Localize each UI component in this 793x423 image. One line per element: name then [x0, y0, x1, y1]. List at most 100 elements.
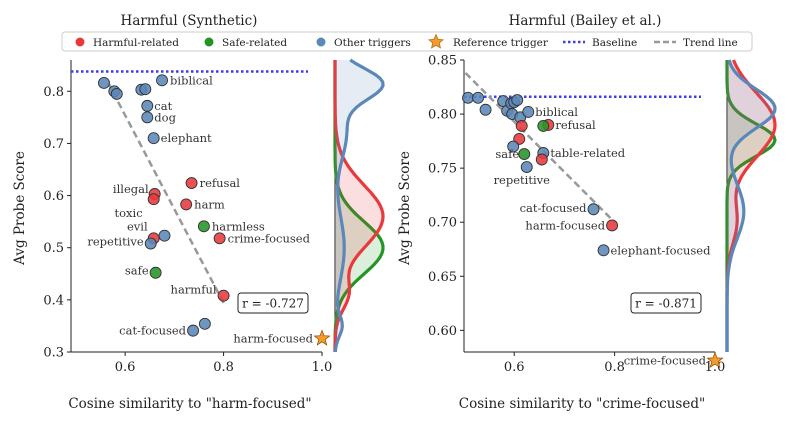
chart1-xlabel: Cosine similarity to "harm-focused"	[68, 396, 311, 412]
legend: Harmful-related Safe-related Other trigg…	[61, 31, 753, 52]
chart1-point-label: refusal	[200, 176, 241, 190]
chart2-ytick-label: 0.60	[428, 324, 457, 339]
chart1-ytick-label: 0.3	[43, 346, 64, 361]
chart1-point-label: harm	[194, 197, 225, 211]
chart2-point-other	[520, 161, 533, 174]
chart1-point-other	[187, 324, 200, 337]
chart2-ytick-label: 0.65	[428, 270, 457, 285]
chart1-xtick-label: 0.8	[213, 360, 234, 375]
chart2-density-fill-other	[727, 60, 775, 352]
legend-item-harmful: Harmful-related	[75, 37, 179, 49]
chart2-ytick-label: 0.70	[428, 216, 457, 231]
chart2-point-label: harm-focused	[525, 218, 605, 232]
chart2-point-label: cat-focused	[520, 201, 588, 215]
chart2-r-value: r = -0.871	[635, 297, 697, 311]
chart2-point-label: table-related	[550, 146, 625, 160]
chart2-point-other	[472, 91, 485, 104]
chart2-point-harmful	[515, 120, 528, 132]
chart1-density-fill-harmful	[335, 60, 383, 352]
chart2-ytick-label: 0.75	[428, 162, 457, 177]
chart1-point-label: harmless	[212, 219, 265, 233]
legend-item-safe: Safe-related	[204, 37, 287, 49]
chart1-point-other	[198, 317, 211, 330]
chart1-xtick-label: 0.6	[115, 360, 136, 375]
chart2-point-safe	[518, 148, 531, 161]
legend-other-marker	[316, 37, 326, 47]
chart1-point-label: repetitive	[87, 235, 144, 249]
chart1-density-fill-other	[335, 60, 383, 352]
chart1-title: Harmful (Synthetic)	[121, 13, 258, 29]
chart2-point-label: repetitive	[494, 173, 551, 187]
chart1-point-other	[110, 87, 123, 100]
legend-item-trend: Trend line	[654, 37, 738, 49]
chart1-ytick-label: 0.7	[43, 137, 64, 152]
chart1-point-other	[141, 99, 154, 112]
legend-item-reference: Reference trigger	[428, 33, 549, 49]
chart1-ytick-label: 0.5	[43, 241, 64, 256]
legend-reference-label: Reference trigger	[453, 37, 549, 49]
chart2-xtick-label: 0.6	[504, 360, 525, 375]
chart2-point-other	[522, 105, 535, 118]
chart2-ytick-label: 0.85	[428, 54, 457, 69]
chart2-point-label: refusal	[555, 118, 596, 132]
legend-star-icon	[428, 33, 444, 49]
chart2-point-other	[507, 140, 520, 153]
legend-other-label: Other triggers	[334, 37, 411, 49]
chart1-point-other	[147, 132, 160, 145]
chart1-point-other	[158, 229, 171, 242]
chart2-xtick-label: 0.8	[604, 360, 625, 375]
chart1-point-label: harm-focused	[233, 331, 313, 345]
chart2-point-label: safe	[495, 147, 519, 161]
chart1-point-label: crime-focused	[228, 231, 311, 245]
chart2-trend-line	[464, 72, 616, 224]
chart2-density-fill-safe	[727, 60, 775, 352]
chart2-point-label: crime-focused	[624, 354, 707, 368]
chart1-density-line-harmful	[333, 60, 385, 352]
chart2-reference-star	[706, 351, 724, 368]
chart1-point-label: biblical	[170, 73, 213, 87]
legend-safe-label: Safe-related	[222, 37, 287, 49]
chart1-panel: 0.6 0.8 1.0 0.3 0.4 0.5 0.6 0.7 0.8 biblical catdo…	[43, 58, 385, 375]
legend-item-baseline: Baseline	[563, 37, 637, 49]
chart1-r-value: r = -0.727	[242, 297, 304, 311]
legend-harmful-marker	[75, 37, 85, 47]
chart1-point-label: harmful	[171, 283, 217, 297]
chart1-point-other	[141, 111, 154, 124]
chart2-point-other	[597, 244, 610, 257]
chart1-point-other	[98, 76, 110, 89]
chart1-point-harmful	[185, 177, 198, 190]
chart1-r-box	[237, 292, 309, 314]
chart2-point-harmful	[535, 153, 548, 166]
chart2-point-other	[462, 91, 474, 104]
chart1-point-harmful	[147, 193, 160, 206]
chart1-ylabel: Avg Probe Score	[12, 151, 28, 266]
legend-safe-marker	[204, 37, 214, 47]
legend-baseline-label: Baseline	[592, 37, 637, 49]
chart1-density-fill-safe	[335, 60, 383, 352]
chart1-point-label: cat	[154, 99, 172, 113]
chart2-panel: 0.6 0.8 1.0 0.60 0.65 0.70 0.75 0.80 0.85 biblica…	[428, 54, 777, 375]
chart1-point-harmful	[180, 198, 193, 211]
chart2-point-label: biblical	[535, 105, 578, 119]
chart2-point-other	[511, 94, 524, 106]
chart2-density-fill-harmful	[727, 60, 775, 352]
chart1-point-label: cat-focused	[119, 324, 187, 338]
chart2-point-harmful	[606, 219, 619, 232]
chart1-point-label: elephant	[161, 131, 212, 145]
chart1-reference-star	[313, 329, 331, 346]
legend-harmful-label: Harmful-related	[93, 37, 179, 49]
chart1-point-other	[156, 74, 168, 87]
chart2-point-other	[479, 103, 492, 116]
chart2-point-other	[587, 203, 600, 216]
legend-item-other: Other triggers	[316, 37, 411, 49]
chart1-ytick-label: 0.8	[43, 85, 64, 100]
chart1-point-harmful	[213, 232, 226, 245]
chart1-point-safe	[149, 266, 162, 279]
chart2-xtick-label: 1.0	[705, 360, 726, 375]
chart1-point-label: illegal	[113, 182, 149, 196]
chart2-point-safe	[537, 120, 550, 132]
chart2-point-label: elephant-focused	[611, 243, 712, 257]
chart1-point-label: toxic	[115, 206, 143, 220]
chart2-ytick-label: 0.80	[428, 108, 457, 123]
